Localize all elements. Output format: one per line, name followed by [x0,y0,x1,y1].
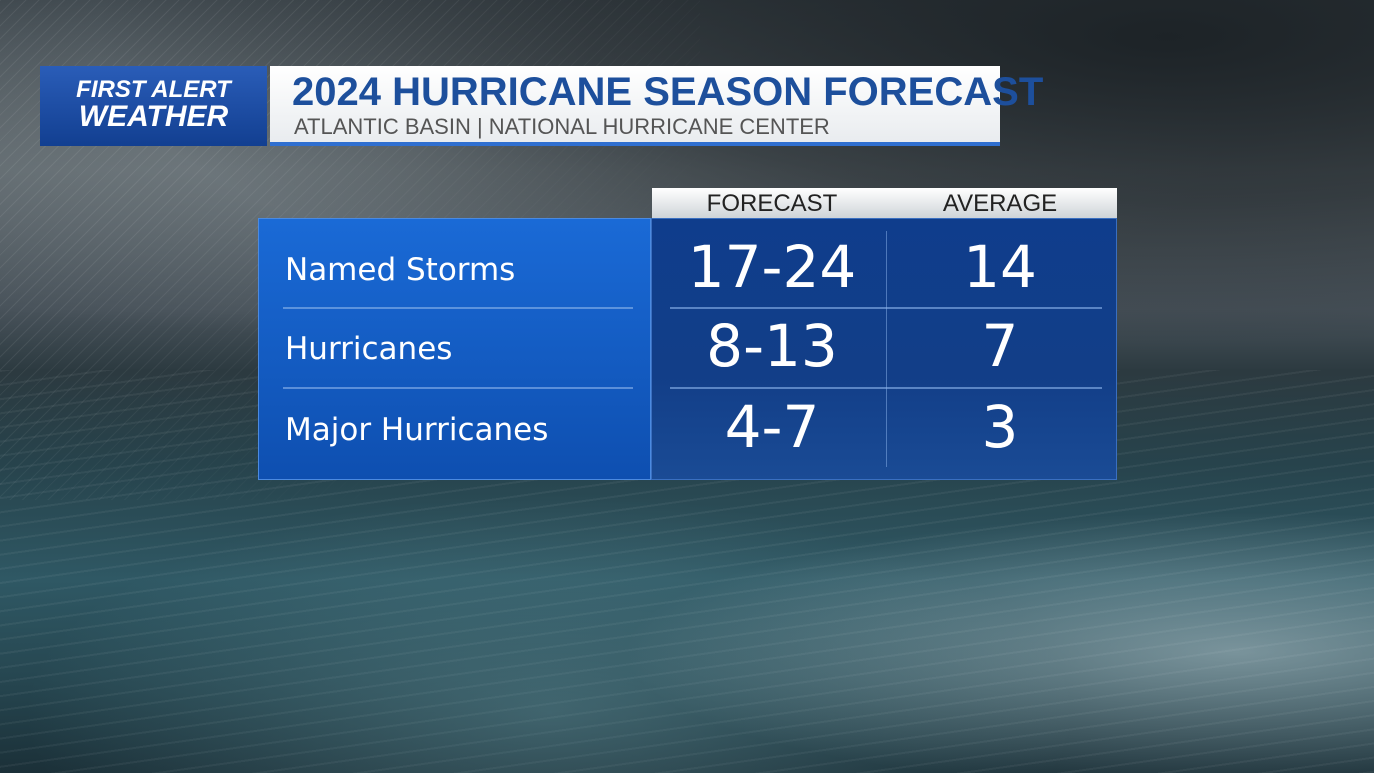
column-title: FORECAST [706,190,838,217]
logo-line1: FIRST ALERT [76,76,231,103]
title: 2024 HURRICANE SEASON FORECAST [292,70,1044,114]
row-divider [283,307,633,309]
average-value: 3 [981,393,1019,461]
row-label: Hurricanes [285,331,453,367]
row-label: Named Storms [285,252,516,288]
average-value: 14 [963,233,1037,301]
subtitle: ATLANTIC BASIN | NATIONAL HURRICANE CENT… [294,114,830,139]
forecast-value: 17-24 [687,233,857,301]
row-divider [283,387,633,389]
row-labels: Named Storms Hurricanes Major Hurricanes [258,218,651,480]
row-label: Major Hurricanes [285,412,549,448]
average-value: 7 [981,312,1019,380]
forecast-value: 8-13 [706,312,838,380]
column-divider [886,231,887,467]
logo: FIRST ALERT WEATHER [40,66,267,146]
column-title: AVERAGE [942,190,1058,217]
title-bar: 2024 HURRICANE SEASON FORECAST ATLANTIC … [270,66,1043,146]
column-header: FORECAST AVERAGE [652,188,1117,218]
forecast-value: 4-7 [724,393,820,461]
values-panel: 17-24 14 8-13 7 4-7 3 [651,218,1117,480]
logo-line2: WEATHER [78,100,229,133]
